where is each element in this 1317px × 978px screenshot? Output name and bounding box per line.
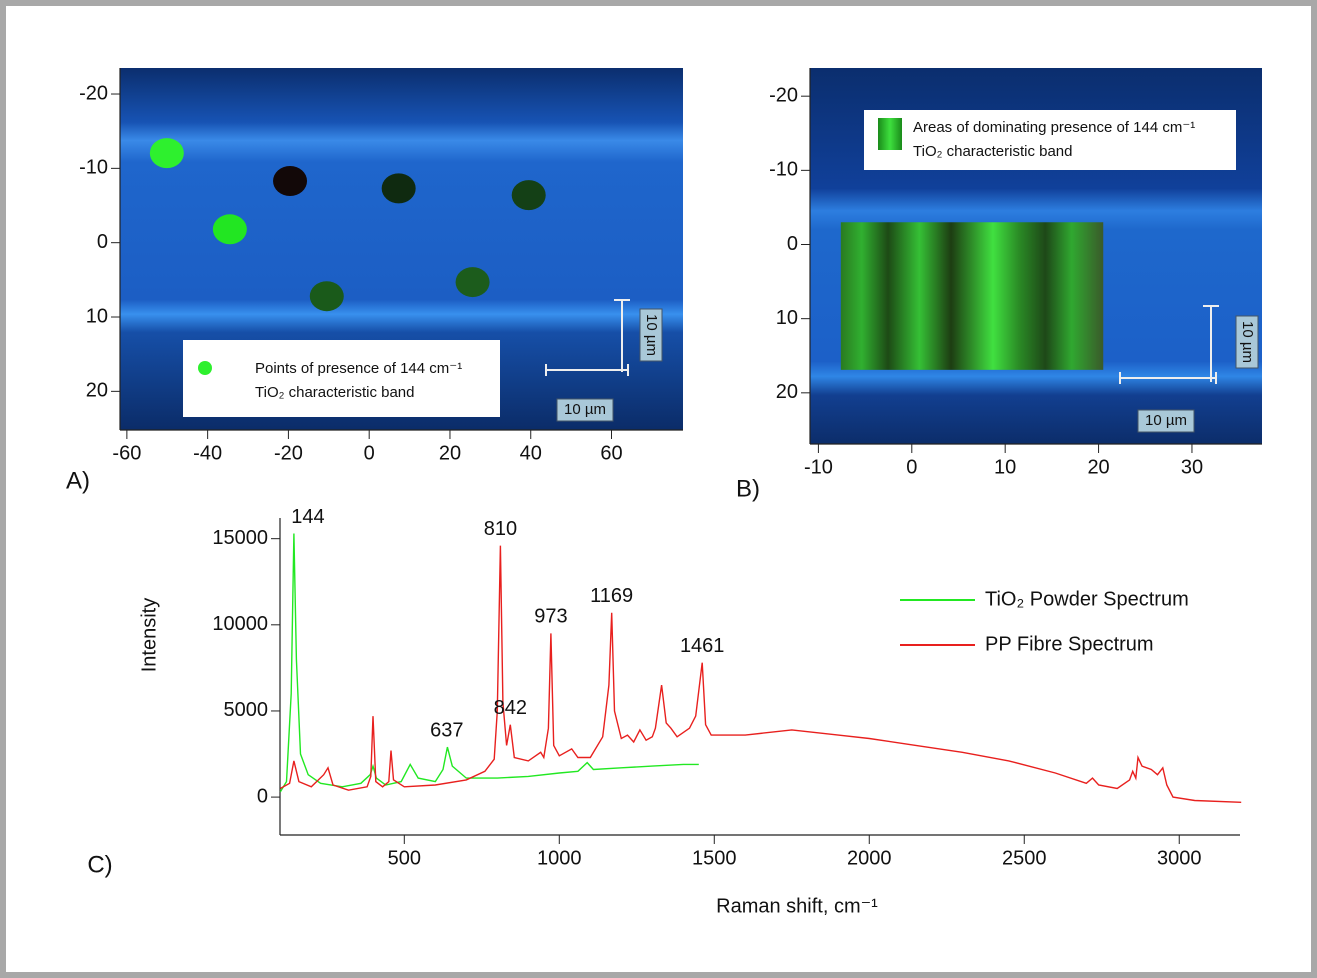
scale-label-box bbox=[639, 308, 663, 362]
legend-label: TiO₂ Powder Spectrum bbox=[985, 588, 1189, 610]
y-tick-label: 10 bbox=[776, 307, 798, 329]
legend-label: Points of presence of 144 cm⁻¹ bbox=[255, 360, 462, 377]
panel-label: C) bbox=[87, 851, 112, 878]
y-tick-label: 10000 bbox=[212, 613, 268, 635]
y-tick-label: 15000 bbox=[212, 527, 268, 549]
y-tick-label: 10 bbox=[86, 305, 108, 327]
scale-label: 10 µm bbox=[643, 314, 660, 356]
legend-label: TiO₂ characteristic band bbox=[255, 384, 415, 401]
peak-label: 1169 bbox=[590, 585, 633, 607]
x-tick-label: 60 bbox=[600, 442, 622, 464]
x-tick-label: 2000 bbox=[847, 847, 892, 869]
legend-swatch bbox=[878, 118, 902, 150]
x-tick-label: 30 bbox=[1181, 456, 1203, 478]
x-tick-label: 1000 bbox=[537, 847, 582, 869]
point bbox=[455, 267, 490, 298]
peak-label: 842 bbox=[494, 697, 527, 719]
x-tick-label: 20 bbox=[1087, 456, 1109, 478]
legend-label: PP Fibre Spectrum bbox=[985, 633, 1154, 655]
y-axis-title: Intensity bbox=[138, 598, 160, 672]
legend-label: Areas of dominating presence of 144 cm⁻¹ bbox=[913, 119, 1195, 136]
scale-label: 10 µm bbox=[1239, 321, 1256, 363]
tio2-map bbox=[840, 222, 1104, 370]
x-tick-label: 0 bbox=[364, 442, 375, 464]
x-tick-label: 2500 bbox=[1002, 847, 1047, 869]
point bbox=[511, 180, 546, 211]
legend-label: TiO₂ characteristic band bbox=[913, 143, 1073, 160]
y-tick-label: 20 bbox=[86, 380, 108, 402]
x-tick-label: 0 bbox=[906, 456, 917, 478]
x-tick-label: -60 bbox=[112, 442, 141, 464]
y-tick-label: 0 bbox=[97, 231, 108, 253]
y-tick-label: -10 bbox=[769, 159, 798, 181]
peak-label: 810 bbox=[484, 518, 517, 540]
y-tick-label: -20 bbox=[769, 84, 798, 106]
legend-box bbox=[864, 110, 1236, 170]
x-tick-label: -20 bbox=[274, 442, 303, 464]
x-tick-label: 40 bbox=[520, 442, 542, 464]
spectrum-line bbox=[279, 533, 699, 793]
scale-label-box bbox=[1137, 409, 1195, 433]
point bbox=[273, 165, 308, 196]
peak-label: 144 bbox=[291, 506, 324, 528]
spectrum-line bbox=[279, 545, 1242, 803]
x-axis-title: Raman shift, cm⁻¹ bbox=[716, 895, 878, 917]
peak-label: 973 bbox=[534, 606, 567, 628]
panel-label: A) bbox=[66, 467, 90, 494]
x-tick-label: 500 bbox=[388, 847, 421, 869]
y-tick-label: -20 bbox=[79, 82, 108, 104]
x-tick-label: 3000 bbox=[1157, 847, 1202, 869]
point bbox=[212, 214, 247, 245]
scale-label: 10 µm bbox=[564, 401, 606, 418]
y-tick-label: 5000 bbox=[224, 699, 269, 721]
y-tick-label: -10 bbox=[79, 157, 108, 179]
legend-swatch bbox=[198, 361, 212, 375]
x-tick-label: 10 bbox=[994, 456, 1016, 478]
point bbox=[381, 173, 416, 204]
peak-label: 637 bbox=[430, 719, 463, 741]
legend-box bbox=[183, 340, 500, 417]
point bbox=[149, 138, 184, 169]
y-tick-label: 0 bbox=[787, 233, 798, 255]
scale-label-box bbox=[1235, 315, 1259, 369]
point bbox=[309, 281, 344, 312]
x-tick-label: -10 bbox=[804, 456, 833, 478]
scale-label-box bbox=[556, 398, 614, 422]
y-tick-label: 0 bbox=[257, 785, 268, 807]
x-tick-label: 1500 bbox=[692, 847, 737, 869]
x-tick-label: 20 bbox=[439, 442, 461, 464]
peak-label: 1461 bbox=[680, 635, 725, 657]
y-tick-label: 20 bbox=[776, 381, 798, 403]
x-tick-label: -40 bbox=[193, 442, 222, 464]
scale-label: 10 µm bbox=[1145, 412, 1187, 429]
panel-label: B) bbox=[736, 475, 760, 502]
